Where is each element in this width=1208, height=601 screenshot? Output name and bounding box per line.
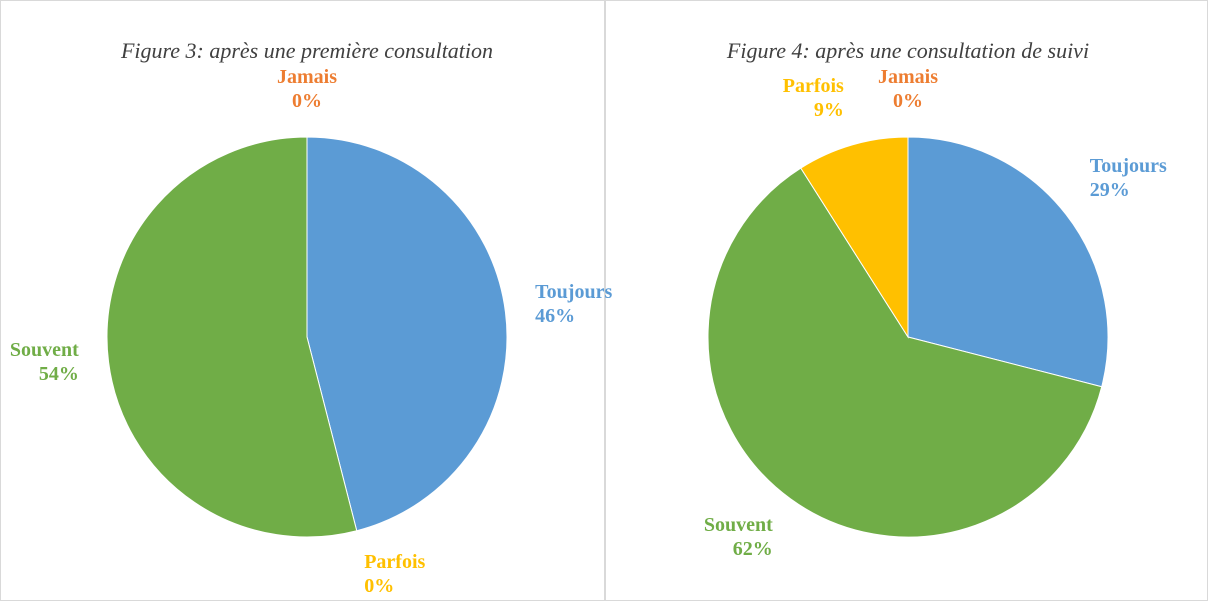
slice-label: Toujours xyxy=(1090,155,1167,177)
slice-label: Parfois xyxy=(783,75,844,97)
slice-value-label: 46% xyxy=(535,305,575,327)
slice-value-label: 62% xyxy=(733,538,773,560)
slice-value-label: 54% xyxy=(39,363,79,385)
slice-value-label: 0% xyxy=(292,90,322,112)
pie-slice xyxy=(707,167,1103,538)
slice-label: Jamais xyxy=(878,66,938,88)
chart-title: Figure 3: après une première consultatio… xyxy=(120,38,493,63)
chart-title: Figure 4: après une consultation de suiv… xyxy=(726,38,1089,63)
slice-label: Jamais xyxy=(277,66,337,88)
pie-slice xyxy=(306,136,508,532)
slice-value-label: 29% xyxy=(1090,179,1130,201)
slice-value-label: 0% xyxy=(893,90,923,112)
pie-slice xyxy=(106,136,358,538)
slice-label: Parfois xyxy=(364,551,425,573)
slice-label: Souvent xyxy=(10,339,79,361)
slice-value-label: 9% xyxy=(814,99,844,121)
pie-slice xyxy=(800,136,909,339)
slice-value-label: 0% xyxy=(364,575,394,597)
slice-label: Souvent xyxy=(704,514,773,536)
pie-slice xyxy=(907,136,1109,388)
slice-label: Toujours xyxy=(535,281,612,303)
